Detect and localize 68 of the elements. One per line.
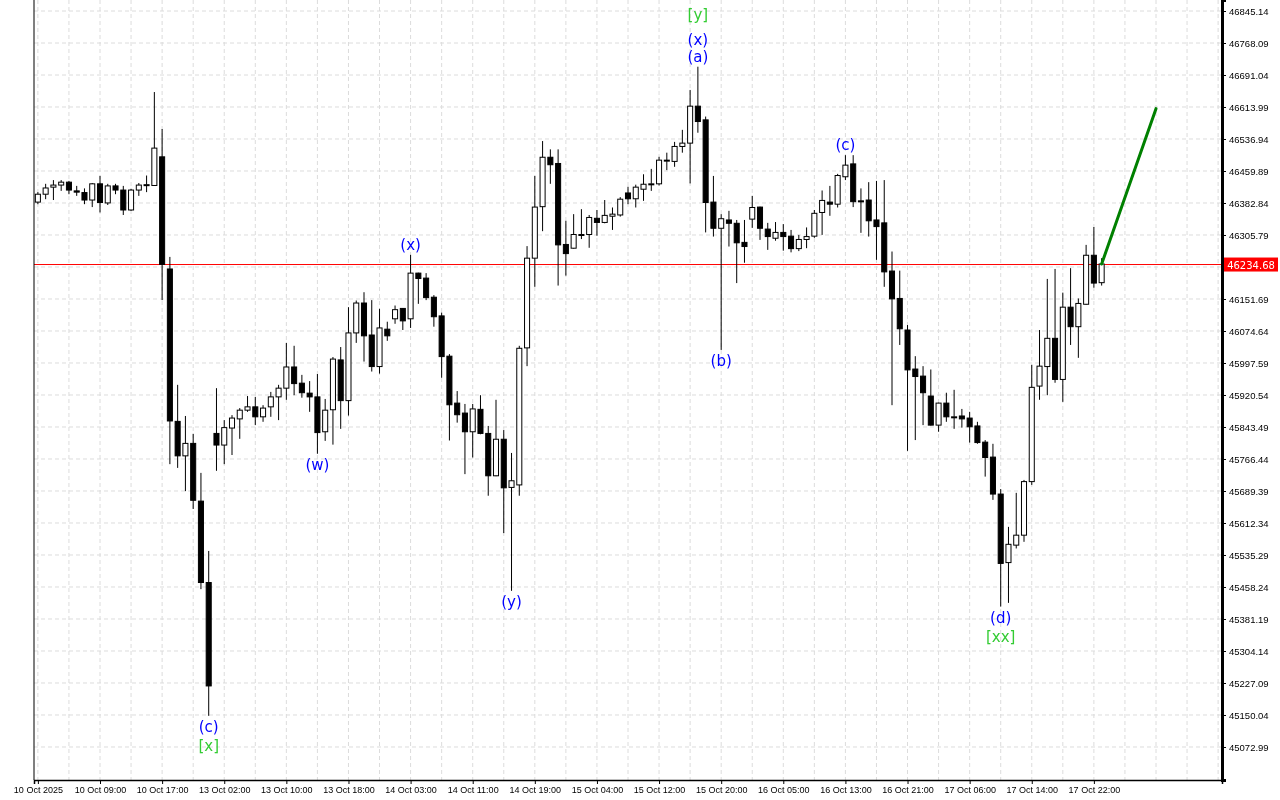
annotation: [xx] [985,627,1016,646]
annotation: (d) [990,608,1012,627]
y-tick-label: 46305.79 [1229,229,1269,241]
x-tick-label: 17 Oct 22:00 [1068,785,1121,796]
candlestick [392,305,399,325]
y-tick-label: 45072.99 [1229,741,1269,753]
y-tick-label: 45458.24 [1229,581,1269,593]
annotation: (w) [305,455,330,474]
y-tick-label: 45381.19 [1229,613,1269,625]
x-tick-label: 15 Oct 04:00 [571,785,624,796]
x-tick-label: 16 Oct 13:00 [820,785,872,796]
y-tick-label: 46151.69 [1229,293,1269,305]
candlestick [656,156,663,186]
annotation: (x) [400,235,421,254]
candlestick [819,189,826,236]
y-tick-label: 46845.14 [1229,5,1269,17]
candlestick [228,414,236,456]
annotation: (y) [501,592,522,611]
candlestick [749,195,756,229]
x-tick-label: 17 Oct 14:00 [1006,785,1059,796]
y-tick-label: 46459.89 [1229,165,1269,177]
annotation: (a) [687,47,709,66]
y-tick-label: 45612.34 [1229,517,1269,529]
candlestick [593,209,600,237]
candlestick [756,206,764,241]
y-tick-label: 46691.04 [1229,69,1269,81]
x-tick-label: 13 Oct 02:00 [198,785,251,796]
annotation: (c) [835,136,856,155]
y-tick-label: 46768.09 [1229,37,1269,49]
candlestick [461,403,468,475]
x-tick-label: 14 Oct 11:00 [447,785,499,796]
annotation: (x) [687,30,709,49]
x-tick-label: 15 Oct 20:00 [695,785,748,796]
candlestick [725,210,732,248]
candlestick [857,187,864,234]
x-tick-label: 14 Oct 03:00 [385,785,437,796]
y-tick-label: 46382.84 [1229,197,1269,209]
annotation: (c) [198,717,219,736]
y-tick-label: 46074.64 [1229,325,1269,337]
y-tick-label: 45689.39 [1229,485,1269,497]
y-tick-label: 45766.44 [1229,453,1269,465]
y-tick-label: 46613.99 [1229,101,1269,113]
x-tick-label: 10 Oct 17:00 [136,785,189,796]
candlestick [788,229,795,253]
y-tick-label: 45920.54 [1229,389,1269,401]
x-tick-label: 15 Oct 12:00 [633,785,686,796]
annotation: (b) [710,351,732,370]
x-tick-label: 16 Oct 21:00 [882,785,934,796]
x-tick-label: 10 Oct 2025 [13,785,63,796]
y-tick-label: 45150.04 [1229,709,1269,721]
x-tick-label: 13 Oct 18:00 [323,785,375,796]
candlestick [920,365,927,426]
annotation: [y] [687,5,709,24]
x-tick-label: 16 Oct 05:00 [758,785,810,796]
y-tick-label: 45997.59 [1229,357,1269,369]
x-tick-label: 13 Oct 10:00 [261,785,313,796]
candlestick [96,175,104,213]
ref-line-label: 46234.68 [1227,259,1275,271]
x-tick-label: 10 Oct 09:00 [74,785,127,796]
annotation: [x] [198,736,219,755]
y-tick-label: 45843.49 [1229,421,1269,433]
y-tick-label: 45304.14 [1229,645,1269,657]
y-tick-label: 45227.09 [1229,677,1269,689]
y-tick-label: 45535.29 [1229,549,1269,561]
x-tick-label: 17 Oct 06:00 [944,785,996,796]
y-tick-label: 46536.94 [1229,133,1269,145]
x-tick-label: 14 Oct 19:00 [509,785,562,796]
candlestick [624,186,632,205]
